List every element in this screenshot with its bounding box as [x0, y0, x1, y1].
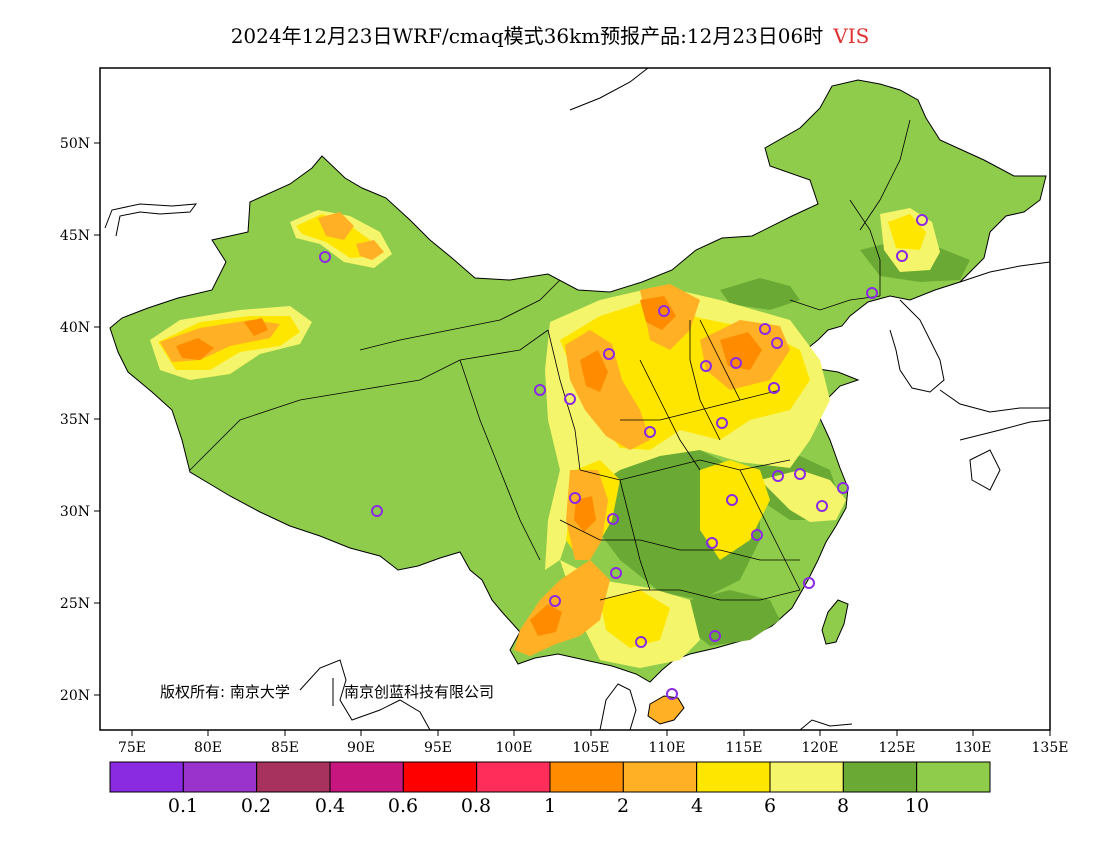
station-marker [759, 323, 771, 335]
station-marker [896, 250, 908, 262]
lon-axis: 75E 80E 85E 90E 95E 100E 105E 110E 115E … [118, 730, 1069, 756]
legend-label: 8 [837, 795, 849, 817]
title-text: 2024年12月23日WRF/cmaq模式36km预报产品:12月23日06时 [230, 24, 824, 48]
legend-swatch [916, 761, 991, 793]
lon-tick-label: 75E [118, 740, 146, 756]
title-variable: VIS [833, 24, 870, 48]
legend-label: 0.6 [388, 795, 418, 817]
station-marker [751, 529, 763, 541]
lon-tick-label: 105E [573, 740, 610, 756]
station-markers [319, 214, 928, 700]
coastlines [104, 68, 1050, 730]
station-marker [534, 384, 546, 396]
legend-label: 4 [691, 795, 703, 817]
legend-labels: 0.1 0.2 0.4 0.6 0.8 1 2 4 6 8 10 [168, 795, 929, 817]
legend-swatch [842, 761, 918, 793]
lon-tick-label: 100E [496, 740, 533, 756]
station-marker [371, 505, 383, 517]
legend-swatch [329, 761, 404, 793]
legend-label: 0.2 [241, 795, 271, 817]
lat-tick-label: 50N [60, 136, 90, 152]
lon-tick-label: 130E [955, 740, 992, 756]
lon-tick-label: 95E [424, 740, 452, 756]
legend-label: 1 [544, 795, 556, 817]
legend-swatch [182, 761, 258, 793]
legend-swatch [256, 761, 331, 793]
station-marker [709, 630, 721, 642]
station-marker [768, 382, 780, 394]
legend-swatch [696, 761, 771, 793]
station-marker [730, 357, 742, 369]
station-marker [726, 494, 738, 506]
legend-swatch [109, 761, 184, 793]
legend-swatch [769, 761, 844, 793]
lat-tick-label: 25N [60, 596, 90, 612]
station-marker [803, 577, 815, 589]
lat-axis: 50N 45N 40N 35N 30N 25N 20N [60, 136, 100, 704]
station-marker [644, 426, 656, 438]
lat-tick-label: 40N [60, 320, 90, 336]
legend-swatch [402, 761, 478, 793]
province-boundaries [189, 119, 911, 601]
legend-label: 10 [905, 795, 929, 817]
copyright-text: 版权所有: 南京大学 [160, 683, 290, 701]
legend-swatch [549, 761, 624, 793]
legend-swatch [476, 761, 551, 793]
station-marker [716, 417, 728, 429]
station-marker [569, 492, 581, 504]
map-body: 版权所有: 南京大学 南京创蓝科技有限公司 [104, 68, 1050, 730]
map-frame [99, 67, 1051, 731]
station-marker [700, 360, 712, 372]
lat-tick-label: 35N [60, 412, 90, 428]
lon-tick-label: 80E [194, 740, 222, 756]
station-marker [603, 348, 615, 360]
legend-label: 0.4 [315, 795, 345, 817]
legend-label: 6 [764, 795, 776, 817]
taiwan-island [821, 599, 849, 645]
station-marker [319, 251, 331, 263]
station-marker [610, 567, 622, 579]
station-marker [916, 214, 928, 226]
lat-tick-label: 20N [60, 688, 90, 704]
vis-band-1-2 [176, 296, 762, 636]
station-marker [549, 595, 561, 607]
chart-title: 2024年12月23日WRF/cmaq模式36km预报产品:12月23日06时 V… [0, 20, 1100, 49]
lat-tick-label: 45N [60, 228, 90, 244]
lon-tick-label: 135E [1032, 740, 1069, 756]
lon-tick-label: 120E [802, 740, 839, 756]
lon-tick-label: 115E [726, 740, 763, 756]
legend-swatch [622, 761, 698, 793]
legend-colorbar [109, 761, 991, 793]
legend-label: 0.8 [461, 795, 491, 817]
station-marker [771, 337, 783, 349]
lon-tick-label: 85E [271, 740, 299, 756]
station-marker [564, 393, 576, 405]
station-marker [772, 470, 784, 482]
station-marker [706, 537, 718, 549]
legend-label: 0.1 [168, 795, 198, 817]
lat-tick-label: 30N [60, 504, 90, 520]
station-marker [666, 688, 678, 700]
station-marker [816, 500, 828, 512]
legend-label: 2 [617, 795, 629, 817]
lon-tick-label: 125E [879, 740, 916, 756]
station-marker [837, 482, 849, 494]
station-marker [866, 287, 878, 299]
lon-tick-label: 110E [649, 740, 686, 756]
station-marker [794, 468, 806, 480]
copyright-company: 南京创蓝科技有限公司 [344, 683, 494, 701]
station-marker [607, 513, 619, 525]
station-marker [658, 305, 670, 317]
lon-tick-label: 90E [347, 740, 375, 756]
station-marker [635, 636, 647, 648]
